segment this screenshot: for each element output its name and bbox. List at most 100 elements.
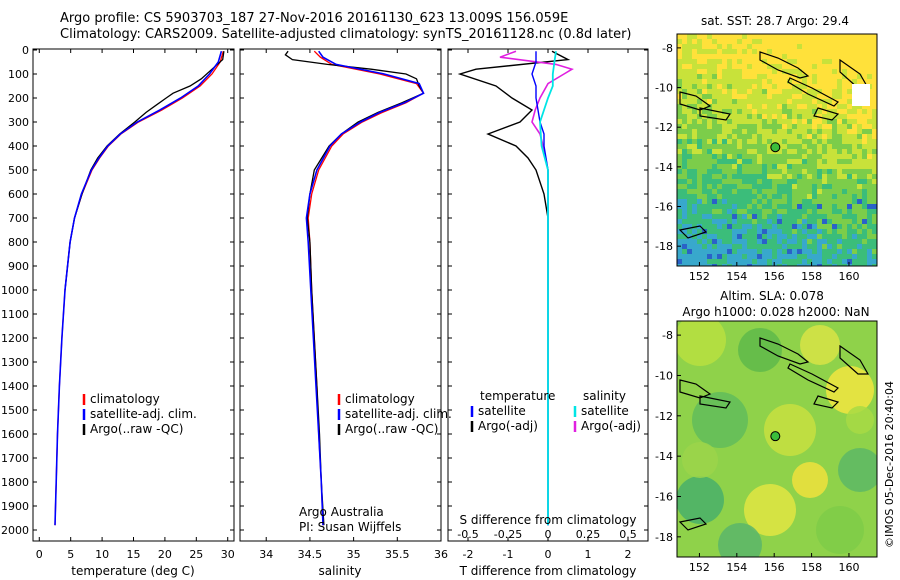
sst-cell [792,204,797,209]
sst-cell [867,264,872,266]
sst-cell [812,184,817,189]
y-tick-label: 1400 [1,380,29,393]
sst-cell [812,39,817,44]
sst-cell [837,234,842,239]
map-y-tick-label: -18 [655,240,673,253]
sst-cell [727,209,732,214]
sst-cell [852,54,857,59]
sst-cell [782,114,787,119]
sst-cell [742,109,747,114]
sst-cell [682,164,687,169]
sst-cell [722,39,727,44]
sst-cell [707,134,712,139]
sst-cell [817,54,822,59]
sst-cell [802,174,807,179]
x-tick-label: 30 [221,548,235,561]
sst-cell [827,39,832,44]
sst-cell [867,149,872,154]
sst-cell [737,99,742,104]
sst-cell [722,109,727,114]
sst-cell [747,74,752,79]
sst-cell [767,254,772,259]
sst-cell [692,89,697,94]
sst-cell [857,174,862,179]
sst-cell [707,144,712,149]
sst-cell [762,94,767,99]
sst-cell [792,234,797,239]
sst-cell [727,149,732,154]
sst-cell [707,254,712,259]
sst-cell [687,149,692,154]
sst-cell [727,59,732,64]
sst-cell [867,184,872,189]
sst-cell [822,169,827,174]
sst-cell [762,179,767,184]
sst-cell [787,39,792,44]
sst-cell [722,104,727,109]
sst-cell [687,64,692,69]
sst-cell [717,234,722,239]
coastline [787,363,839,393]
sst-cell [787,139,792,144]
sst-cell [767,49,772,54]
sst-cell [842,119,847,124]
sst-cell [777,114,782,119]
sst-cell [837,109,842,114]
sst-cell [807,239,812,244]
sst-cell [852,69,857,74]
map-y-tick-label: -10 [655,82,673,95]
sst-cell [697,184,702,189]
sst-cell [762,129,767,134]
sst-cell [817,109,822,114]
sst-cell [697,89,702,94]
sst-cell [752,104,757,109]
sst-cell [757,229,762,234]
sst-cell [842,149,847,154]
sst-cell [832,249,837,254]
sst-cell [692,189,697,194]
sst-cell [802,204,807,209]
sst-cell [722,159,727,164]
sst-cell [867,74,872,79]
sst-cell [852,134,857,139]
sst-cell [752,69,757,74]
sst-cell [707,189,712,194]
sst-cell [707,249,712,254]
sst-cell [707,129,712,134]
sst-cell [722,124,727,129]
legend-label: climatology [90,392,160,406]
sst-cell [842,69,847,74]
sst-cell [837,179,842,184]
sst-cell [717,134,722,139]
sst-cell [817,134,822,139]
sst-cell [757,144,762,149]
sst-cell [822,64,827,69]
sst-cell [772,134,777,139]
sst-cell [812,239,817,244]
sst-cell [727,179,732,184]
sla-anomaly-blob [792,462,828,498]
sst-cell [697,99,702,104]
sst-cell [827,134,832,139]
sst-cell [872,79,877,84]
sst-cell [827,254,832,259]
sst-cell [782,89,787,94]
sst-cell [847,69,852,74]
sst-cell [687,199,692,204]
argo-position-marker [770,431,781,442]
difference-legend: temperature salinitysatelliteArgo(-adj)sa… [470,389,641,433]
sst-cell [697,204,702,209]
sst-cell [682,159,687,164]
sst-cell [817,214,822,219]
sst-cell [822,229,827,234]
sst-cell [847,139,852,144]
map-y-tick-label: -16 [655,490,673,503]
sst-cell [727,159,732,164]
sst-cell [697,154,702,159]
sst-cell [797,34,802,39]
map-y-tick-label: -14 [655,450,673,463]
sst-cell [782,159,787,164]
sst-cell [697,244,702,249]
sst-cell [797,104,802,109]
sst-cell [772,209,777,214]
